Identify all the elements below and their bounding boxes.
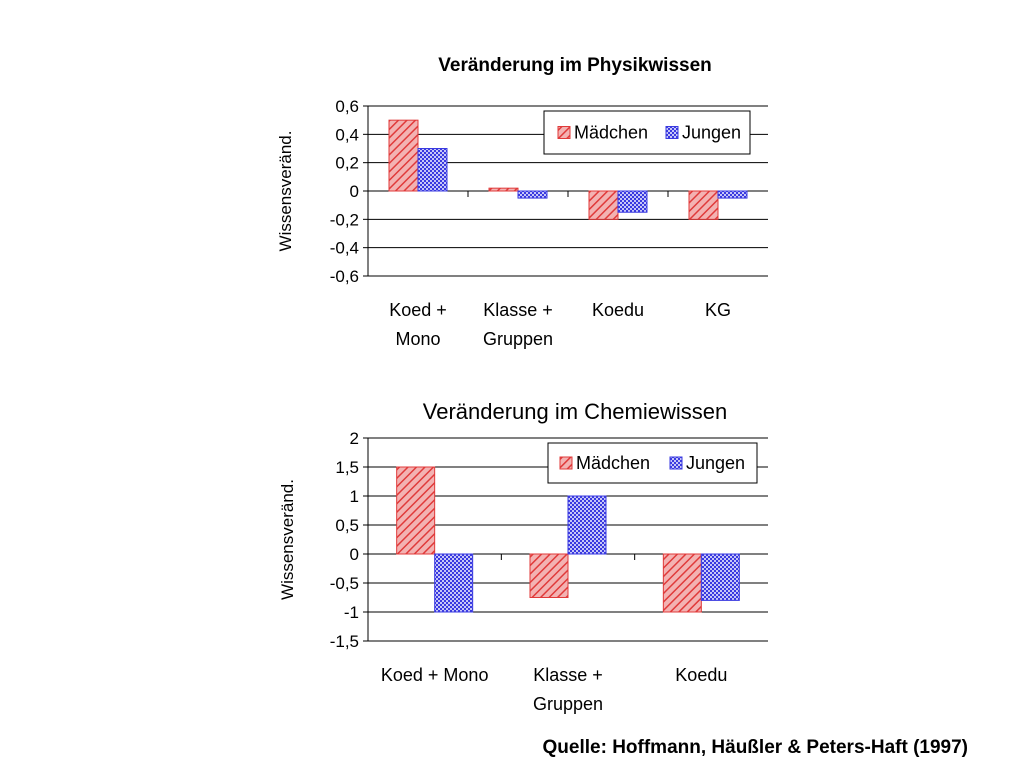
x-category-label: Gruppen bbox=[483, 329, 553, 349]
x-category-label: Koed + bbox=[389, 300, 447, 320]
legend-label-maedchen: Mädchen bbox=[574, 123, 648, 143]
bar-jungen bbox=[717, 190, 748, 199]
chemistry-chart: Veränderung im Chemiewissen Wissensveränd… bbox=[278, 399, 768, 714]
legend-swatch-maedchen bbox=[557, 126, 571, 139]
legend-box bbox=[547, 442, 758, 484]
x-category-label: Koed + Mono bbox=[381, 665, 489, 685]
x-category-label: Mono bbox=[395, 329, 440, 349]
physics-chart: Veränderung im Physikwissen Wissensveränd… bbox=[276, 55, 768, 349]
bar-maedchen bbox=[529, 553, 569, 598]
bar-jungen bbox=[700, 553, 740, 601]
y-tick-label: 1 bbox=[350, 487, 359, 506]
y-tick-label: -0,4 bbox=[330, 239, 359, 258]
x-category-label: Klasse + bbox=[533, 665, 603, 685]
bar-maedchen bbox=[488, 187, 519, 192]
bar-maedchen bbox=[662, 553, 702, 613]
x-category-label: KG bbox=[705, 300, 731, 320]
legend-swatch-maedchen bbox=[559, 456, 573, 470]
bar-maedchen bbox=[388, 119, 419, 192]
legend: Mädchen Jungen bbox=[547, 442, 758, 484]
legend-label-jungen: Jungen bbox=[686, 453, 745, 473]
y-tick-label: 0,6 bbox=[335, 97, 359, 116]
y-axis-label: Wissensveränd. bbox=[278, 479, 297, 600]
bar-maedchen bbox=[688, 190, 719, 220]
legend-label-maedchen: Mädchen bbox=[576, 453, 650, 473]
bar-maedchen bbox=[588, 190, 619, 220]
y-tick-label: 0,4 bbox=[335, 125, 359, 144]
chart-title: Veränderung im Chemiewissen bbox=[423, 399, 728, 424]
x-category-label: Klasse + bbox=[483, 300, 553, 320]
source-citation: Quelle: Hoffmann, Häußler & Peters-Haft … bbox=[542, 737, 968, 758]
y-tick-label: -1 bbox=[344, 603, 359, 622]
y-axis-label: Wissensveränd. bbox=[276, 131, 295, 252]
y-tick-label: 2 bbox=[350, 429, 359, 448]
legend: Mädchen Jungen bbox=[543, 110, 751, 155]
legend-swatch-jungen bbox=[665, 126, 679, 139]
y-tick-label: -1,5 bbox=[330, 632, 359, 651]
y-tick-label: -0,6 bbox=[330, 267, 359, 286]
chart-title: Veränderung im Physikwissen bbox=[438, 55, 712, 76]
y-tick-label: 0,2 bbox=[335, 154, 359, 173]
bar-jungen bbox=[417, 148, 448, 192]
y-tick-label: 1,5 bbox=[335, 458, 359, 477]
legend-label-jungen: Jungen bbox=[682, 123, 741, 143]
bar-jungen bbox=[434, 553, 474, 613]
bar-jungen bbox=[617, 190, 648, 213]
x-category-label: Koedu bbox=[675, 665, 727, 685]
x-category-label: Koedu bbox=[592, 300, 644, 320]
y-tick-label: -0,2 bbox=[330, 210, 359, 229]
bar-jungen bbox=[517, 190, 548, 199]
bar-jungen bbox=[567, 495, 607, 555]
bar-maedchen bbox=[396, 466, 436, 555]
legend-box bbox=[543, 110, 751, 155]
x-category-label: Gruppen bbox=[533, 694, 603, 714]
y-tick-label: -0,5 bbox=[330, 574, 359, 593]
y-tick-label: 0,5 bbox=[335, 516, 359, 535]
y-tick-label: 0 bbox=[350, 545, 359, 564]
y-tick-label: 0 bbox=[350, 182, 359, 201]
legend-swatch-jungen bbox=[669, 456, 683, 470]
